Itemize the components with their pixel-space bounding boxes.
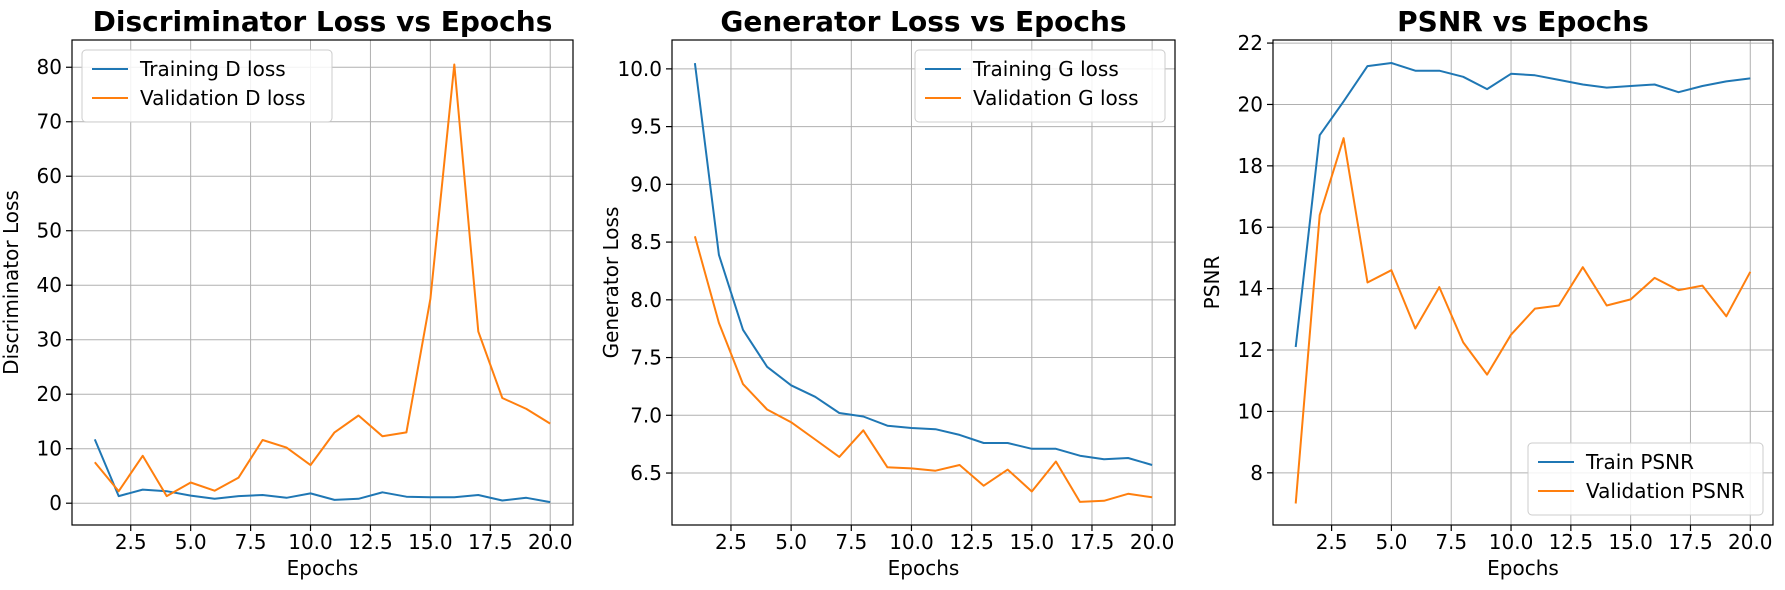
y-axis-label: PSNR	[1200, 256, 1224, 310]
x-tick-label: 15.0	[1608, 530, 1653, 554]
x-tick-label: 12.5	[348, 530, 393, 554]
x-tick-label: 15.0	[408, 530, 453, 554]
legend-box	[81, 49, 333, 123]
legend-box	[1527, 442, 1764, 516]
y-tick-label: 40	[37, 273, 62, 297]
y-tick-label: 0	[49, 491, 62, 515]
series-line-2	[693, 236, 1153, 503]
y-tick-label: 30	[37, 328, 62, 352]
x-axis-label: Epochs	[888, 556, 960, 580]
y-tick-label: 70	[37, 110, 62, 134]
x-axis-label: Epochs	[1487, 556, 1559, 580]
x-tick-label: 12.5	[949, 530, 994, 554]
y-tick-label: 50	[37, 219, 62, 243]
y-tick-label: 22	[1238, 31, 1263, 55]
y-tick-label: 9.5	[630, 115, 662, 139]
series-line-1	[93, 439, 551, 504]
legend: Training G loss Validation G loss	[914, 49, 1166, 123]
series-line-2	[94, 63, 551, 498]
y-tick-label: 12	[1238, 338, 1263, 362]
legend-label: Training G loss	[972, 57, 1119, 81]
legend-label: Validation PSNR	[1586, 479, 1745, 503]
legend-label: Validation G loss	[973, 86, 1139, 110]
plot-frame	[71, 39, 574, 526]
legend: Training D loss Validation D loss	[81, 49, 333, 123]
x-tick-label: 7.5	[1435, 530, 1467, 554]
y-tick-label: 7.0	[630, 403, 662, 427]
x-tick-label: 2.5	[715, 530, 747, 554]
panel-title: Generator Loss vs Epochs	[720, 5, 1126, 38]
x-tick-label: 10.0	[1489, 530, 1534, 554]
x-tick-label: 15.0	[1010, 530, 1055, 554]
legend-label: Validation D loss	[140, 86, 306, 110]
plot-frame	[671, 39, 1176, 526]
y-tick-label: 9.0	[630, 172, 662, 196]
legend: Train PSNR Validation PSNR	[1527, 442, 1764, 516]
y-axis-label: Generator Loss	[599, 207, 623, 359]
panel-title: Discriminator Loss vs Epochs	[93, 5, 553, 38]
y-tick-label: 14	[1238, 277, 1263, 301]
series-line-1	[693, 62, 1153, 466]
y-tick-label: 16	[1238, 215, 1263, 239]
y-axis-label: Discriminator Loss	[0, 190, 23, 375]
x-axis-label: Epochs	[287, 556, 359, 580]
y-tick-label: 10	[37, 437, 62, 461]
y-tick-label: 8.5	[630, 230, 662, 254]
x-tick-label: 5.0	[1376, 530, 1408, 554]
y-tick-label: 80	[37, 55, 62, 79]
x-tick-label: 20.0	[1130, 530, 1175, 554]
x-tick-label: 20.0	[1728, 530, 1773, 554]
y-tick-label: 20	[37, 382, 62, 406]
y-tick-label: 60	[37, 164, 62, 188]
series-line-1	[1294, 62, 1751, 348]
y-tick-label: 6.5	[630, 461, 662, 485]
psnr-panel: PSNR vs Epochs Epochs PSNR 2.5 5.0 7.5 10.0…	[1200, 5, 1774, 580]
legend-label: Train PSNR	[1585, 450, 1694, 474]
generator-loss-panel: Generator Loss vs Epochs Epochs Generato…	[599, 5, 1176, 580]
x-tick-label: 5.0	[175, 530, 207, 554]
y-tick-label: 10	[1238, 399, 1263, 423]
legend-box	[914, 49, 1166, 123]
discriminator-loss-panel: Discriminator Loss vs Epochs Epochs Disc…	[0, 5, 574, 580]
x-tick-label: 17.5	[1668, 530, 1713, 554]
legend-label: Training D loss	[139, 57, 286, 81]
x-tick-label: 7.5	[835, 530, 867, 554]
x-tick-label: 5.0	[775, 530, 807, 554]
x-tick-label: 20.0	[528, 530, 573, 554]
y-tick-label: 8	[1250, 461, 1263, 485]
y-tick-label: 10.0	[617, 57, 662, 81]
y-tick-label: 7.5	[630, 346, 662, 370]
x-tick-label: 2.5	[115, 530, 147, 554]
x-tick-label: 7.5	[235, 530, 267, 554]
y-tick-label: 20	[1238, 92, 1263, 116]
x-tick-label: 12.5	[1549, 530, 1594, 554]
series-line-2	[1294, 137, 1752, 504]
x-tick-label: 2.5	[1316, 530, 1348, 554]
y-tick-label: 18	[1238, 154, 1263, 178]
plot-frame	[1272, 39, 1774, 526]
y-tick-label: 8.0	[630, 288, 662, 312]
x-tick-label: 17.5	[1070, 530, 1115, 554]
x-tick-label: 10.0	[288, 530, 333, 554]
x-tick-label: 17.5	[468, 530, 513, 554]
x-tick-label: 10.0	[889, 530, 934, 554]
panel-title: PSNR vs Epochs	[1397, 5, 1649, 38]
